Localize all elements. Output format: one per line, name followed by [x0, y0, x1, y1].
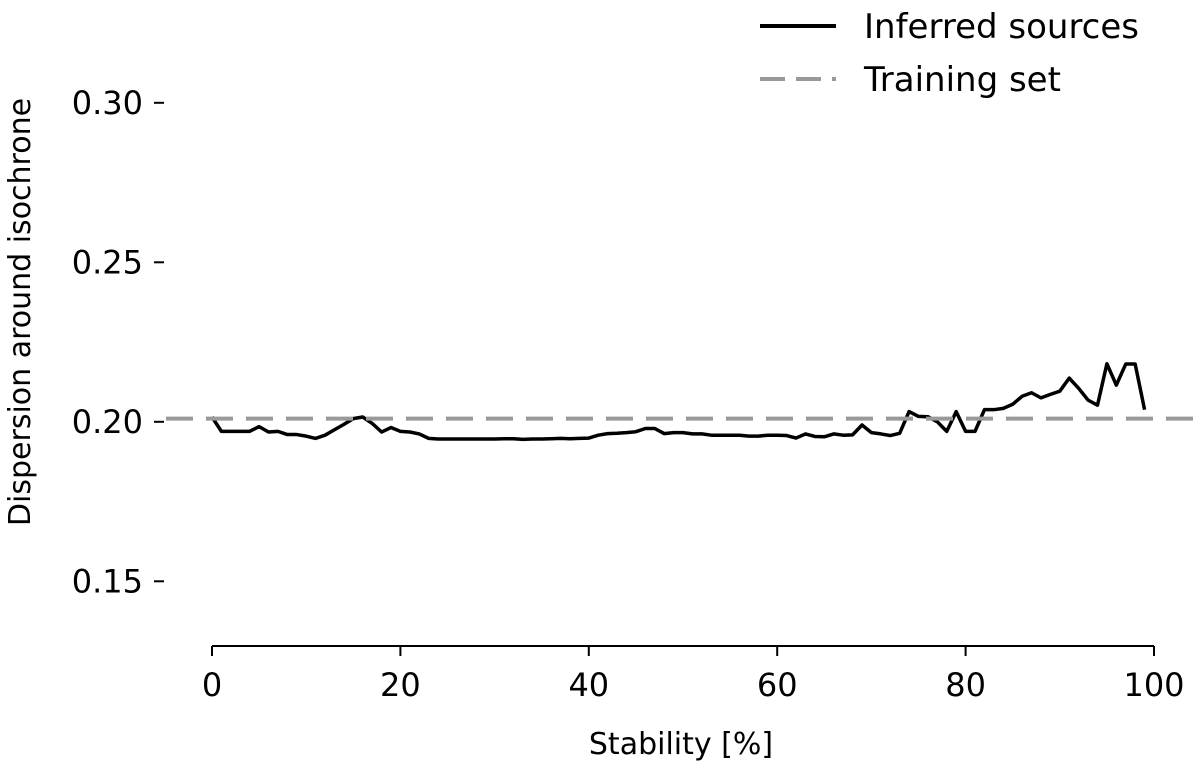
y-tick-label: 0.30: [72, 84, 143, 122]
x-tick-label: 20: [380, 666, 421, 704]
y-axis: 0.15 0.20 0.25 0.30: [72, 84, 164, 600]
x-tick-label: 100: [1123, 666, 1184, 704]
x-tick-label: 40: [568, 666, 609, 704]
x-axis-label: Stability [%]: [589, 727, 773, 762]
x-tick-label: 80: [945, 666, 986, 704]
legend-label: Training set: [863, 60, 1061, 100]
x-axis: 0 20 40 60 80 100: [202, 645, 1185, 704]
y-tick-label: 0.20: [72, 403, 143, 441]
y-axis-label: Dispersion around isochrone: [3, 98, 38, 526]
legend-label: Inferred sources: [864, 7, 1139, 47]
x-tick-label: 0: [202, 666, 222, 704]
legend: Inferred sources Training set: [760, 7, 1139, 100]
x-tick-label: 60: [757, 666, 798, 704]
inferred-sources-line: [210, 361, 1147, 442]
plot-area: [166, 361, 1200, 442]
y-tick-label: 0.15: [72, 562, 143, 600]
y-tick-label: 0.25: [72, 243, 143, 281]
